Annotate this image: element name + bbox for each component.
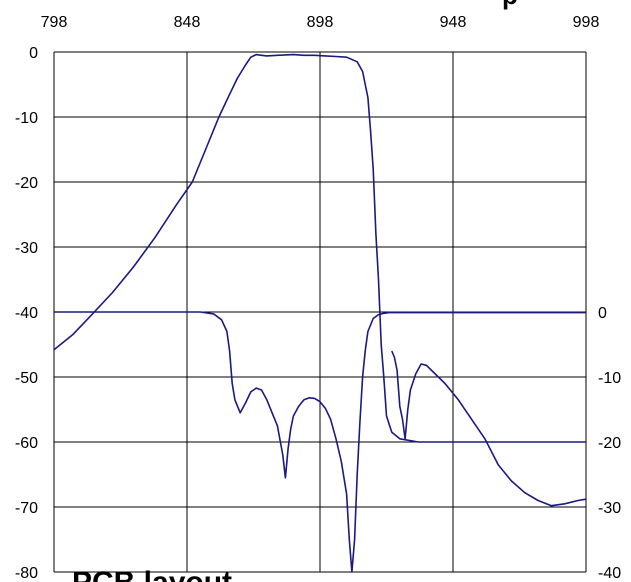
footer-fragment: PCB layout bbox=[72, 566, 232, 582]
y-left-tick-label: 0 bbox=[29, 45, 38, 62]
y-right-tick-label: -10 bbox=[598, 370, 621, 387]
x-tick-label: 798 bbox=[41, 14, 68, 31]
x-tick-label: 998 bbox=[573, 14, 600, 31]
y-right-tick-labels: 0 -10 -20 -30 -40 bbox=[598, 305, 621, 582]
y-left-tick-label: -70 bbox=[15, 500, 38, 517]
y-left-tick-label: -10 bbox=[15, 110, 38, 127]
title-fragment: p bbox=[502, 0, 518, 10]
return-loss-line-secondary bbox=[391, 350, 587, 507]
series-layer bbox=[53, 53, 587, 573]
y-left-tick-label: -80 bbox=[15, 565, 38, 582]
return-loss-line bbox=[54, 311, 586, 573]
y-right-tick-label: 0 bbox=[598, 305, 607, 322]
y-right-tick-label: -30 bbox=[598, 500, 621, 517]
y-left-tick-label: -60 bbox=[15, 435, 38, 452]
y-left-tick-label: -40 bbox=[15, 305, 38, 322]
x-tick-labels: 798 848 898 948 998 bbox=[41, 14, 600, 31]
y-right-tick-label: -20 bbox=[598, 435, 621, 452]
x-tick-label: 848 bbox=[174, 14, 201, 31]
y-left-tick-label: -50 bbox=[15, 370, 38, 387]
insertion-loss-line bbox=[53, 53, 586, 443]
y-left-tick-labels: 0 -10 -20 -30 -40 -50 -60 -70 -80 bbox=[15, 45, 38, 582]
y-left-tick-label: -20 bbox=[15, 175, 38, 192]
y-right-tick-label: -40 bbox=[598, 565, 621, 582]
y-left-tick-label: -30 bbox=[15, 240, 38, 257]
x-tick-label: 948 bbox=[440, 14, 467, 31]
x-tick-label: 898 bbox=[307, 14, 334, 31]
